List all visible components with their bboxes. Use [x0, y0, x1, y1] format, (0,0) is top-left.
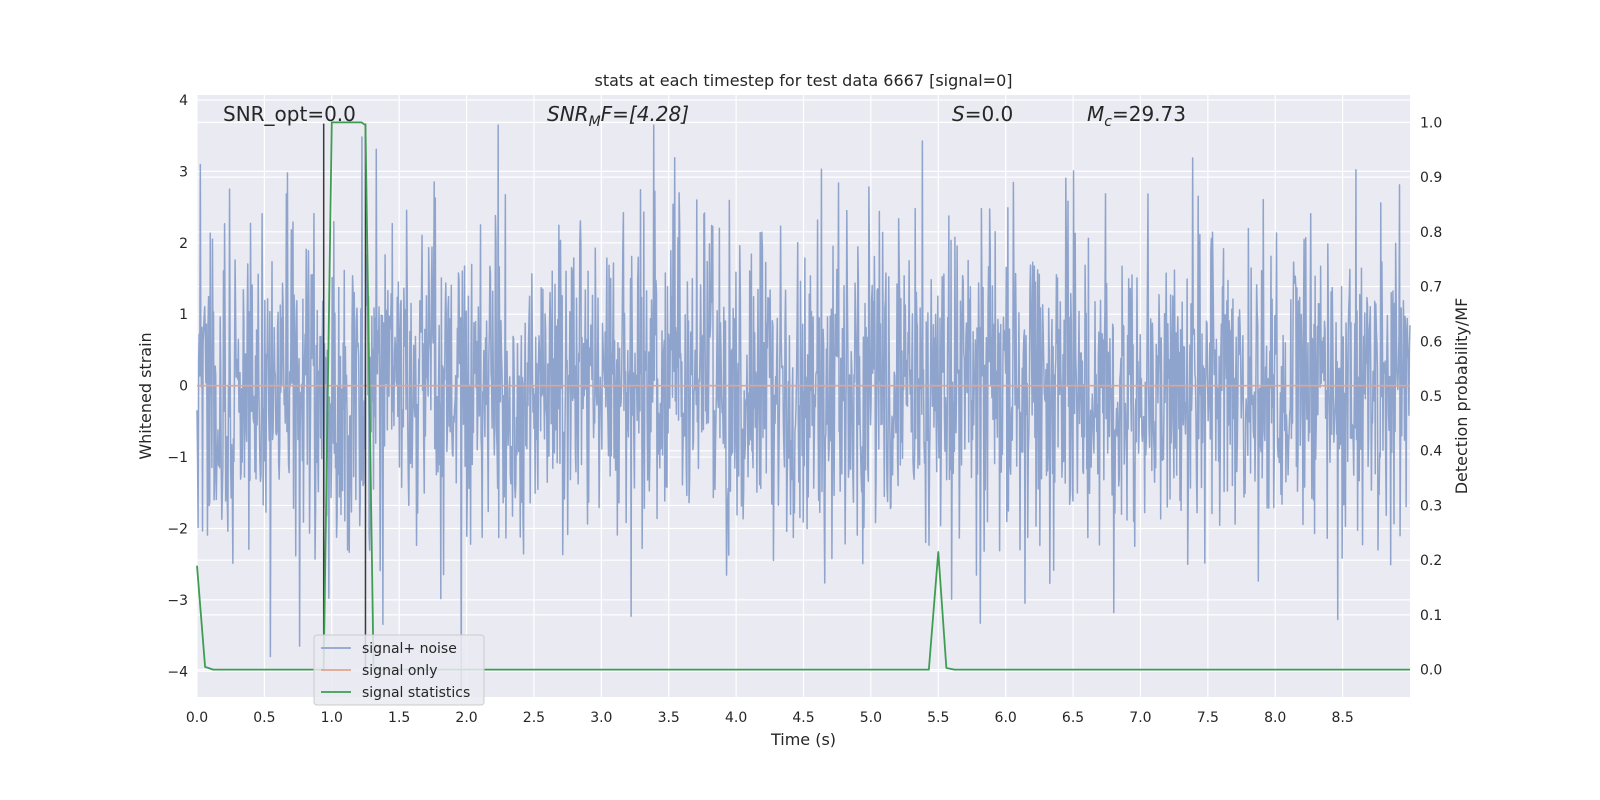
- y-tick-label-right: 0.6: [1420, 334, 1442, 350]
- x-tick-label: 0.5: [253, 710, 275, 726]
- series-signal-noise: [196, 124, 1411, 694]
- legend-label-signal-statistics: signal statistics: [362, 685, 470, 701]
- noise-trace: [196, 124, 1411, 694]
- vertical-markers: [322, 123, 367, 672]
- chart-title: stats at each timestep for test data 666…: [594, 71, 1012, 90]
- annotation-snr-opt: SNR_opt=0.0: [223, 102, 356, 126]
- x-tick-label: 3.0: [590, 710, 612, 726]
- y-tick-label-right: 0.4: [1420, 444, 1442, 460]
- annotation-mc-rest: =29.73: [1112, 102, 1186, 126]
- y-tick-label-right: 0.8: [1420, 225, 1442, 241]
- x-tick-label: 5.5: [927, 710, 949, 726]
- x-tick-label: 7.0: [1129, 710, 1151, 726]
- y-tick-label-right: 0.3: [1420, 498, 1442, 514]
- annotation-s-main: S: [952, 102, 965, 126]
- legend: signal+ noise signal only signal statist…: [313, 634, 485, 706]
- y-ticks-right: 1.0 0.9 0.8 0.7 0.6 0.5 0.4 0.3 0.2 0.1 0.0: [1420, 115, 1442, 678]
- y-tick-label-left: −3: [167, 593, 188, 609]
- x-tick-label: 8.0: [1264, 710, 1286, 726]
- y-tick-label-left: 1: [179, 307, 188, 323]
- x-tick-label: 3.5: [658, 710, 680, 726]
- x-tick-label: 4.0: [725, 710, 747, 726]
- y-tick-label-left: 2: [179, 236, 188, 252]
- annotation-snr-mf-main: SNR: [547, 102, 589, 126]
- series-signal-statistics: [196, 121, 1410, 671]
- y-tick-label-left: 3: [179, 164, 188, 180]
- y-ticks-left: 4 3 2 1 0 −1 −2 −3 −4: [167, 93, 188, 680]
- x-tick-label: 1.0: [321, 710, 343, 726]
- y-tick-label-left: −2: [167, 521, 188, 537]
- x-tick-label: 5.0: [860, 710, 882, 726]
- y-axis-label-left: Whitened strain: [136, 332, 155, 459]
- y-tick-label-left: 4: [179, 93, 188, 109]
- x-tick-label: 2.0: [455, 710, 477, 726]
- legend-label-signal-only: signal only: [362, 663, 437, 679]
- y-tick-label-right: 0.9: [1420, 170, 1442, 186]
- x-tick-label: 7.5: [1197, 710, 1219, 726]
- x-tick-label: 8.5: [1331, 710, 1353, 726]
- x-tick-label: 2.5: [523, 710, 545, 726]
- y-tick-label-left: 0: [179, 379, 188, 395]
- annotation-snr-mf-sub: M: [589, 114, 601, 130]
- annotation-mc: Mc=29.73: [1087, 102, 1186, 130]
- annotation-snr-mf-rest: F=[4.28]: [601, 102, 689, 126]
- x-ticks: 0.0 0.5 1.0 1.5 2.0 2.5 3.0 3.5 4.0 4.5 5.0 5.5 6.0 6…: [186, 710, 1354, 726]
- statistics-trace: [196, 121, 1410, 671]
- legend-box: [313, 634, 485, 706]
- y-tick-label-right: 1.0: [1420, 115, 1442, 131]
- annotation-mc-main: M: [1087, 102, 1104, 126]
- annotation-snr-mf: SNRMF=[4.28]: [547, 102, 689, 130]
- annotation-mc-sub: c: [1104, 114, 1112, 130]
- y-tick-label-right: 0.1: [1420, 608, 1442, 624]
- annotation-s: S=0.0: [952, 102, 1013, 126]
- x-tick-label: 6.5: [1062, 710, 1084, 726]
- y-tick-label-right: 0.2: [1420, 553, 1442, 569]
- x-axis-label: Time (s): [770, 730, 836, 749]
- y-axis-label-right: Detection probability/MF: [1452, 298, 1471, 495]
- annotation-s-rest: =0.0: [965, 102, 1014, 126]
- x-tick-label: 1.5: [388, 710, 410, 726]
- x-tick-label: 4.5: [792, 710, 814, 726]
- x-tick-label: 0.0: [186, 710, 208, 726]
- y-tick-label-left: −1: [167, 450, 188, 466]
- y-tick-label-left: −4: [167, 664, 188, 680]
- y-tick-label-right: 0.0: [1420, 663, 1442, 679]
- legend-label-signal-noise: signal+ noise: [362, 641, 457, 657]
- y-tick-label-right: 0.7: [1420, 280, 1442, 296]
- x-tick-label: 6.0: [995, 710, 1017, 726]
- y-tick-label-right: 0.5: [1420, 389, 1442, 405]
